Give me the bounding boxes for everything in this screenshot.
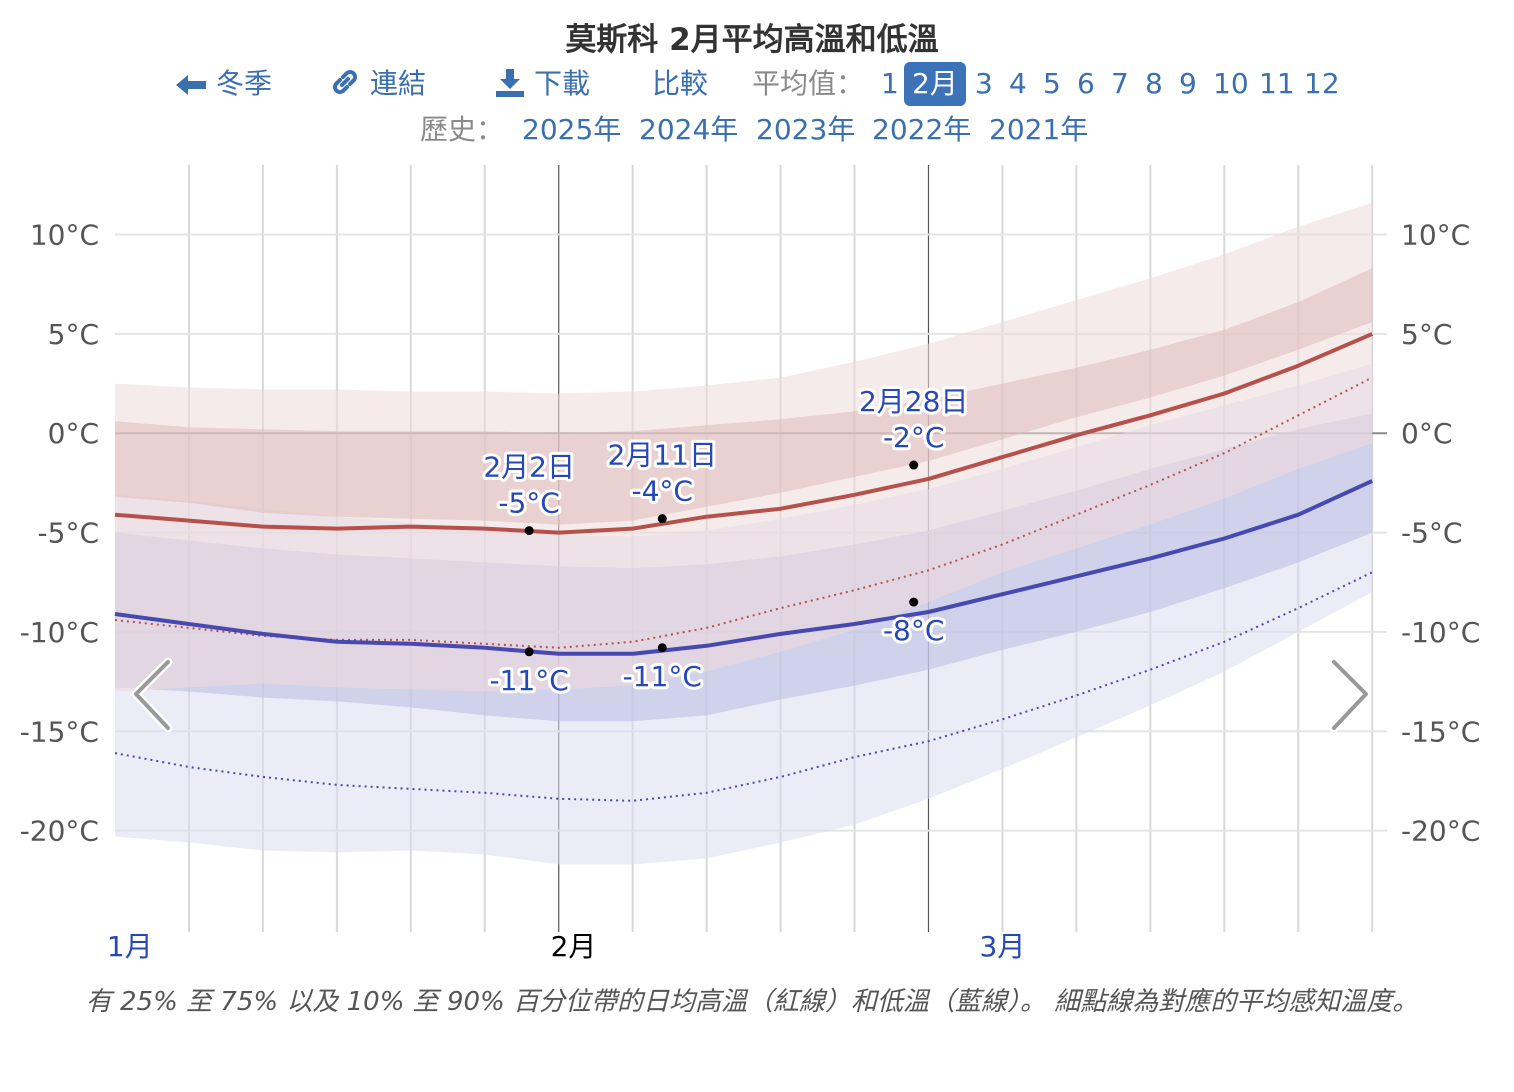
- annotation-value: -8°C: [883, 614, 944, 647]
- history-bar: 歷史： 2025年 2024年 2023年 2022年 2021年: [0, 108, 1514, 152]
- y-tick-label-right: 5°C: [1401, 318, 1452, 351]
- annotation-value: -4°C: [632, 475, 693, 508]
- y-tick-label-right: 0°C: [1401, 417, 1452, 450]
- history-label: 歷史：: [420, 113, 505, 146]
- series-lines: [114, 332, 1374, 802]
- annotation-value: -5°C: [498, 487, 559, 520]
- annotation-value: -11°C: [623, 660, 702, 693]
- season-link[interactable]: 冬季: [176, 62, 272, 106]
- permalink-button[interactable]: 連結: [330, 62, 426, 106]
- annotation-point: [909, 597, 919, 607]
- month-7-link[interactable]: 7: [1111, 67, 1129, 100]
- y-tick-label-left: 10°C: [30, 219, 99, 252]
- y-tick-label-left: 0°C: [48, 417, 99, 450]
- avg-high-line: [114, 332, 1373, 535]
- chart-caption: 有 25% 至 75% 以及 10% 至 90% 百分位帶的日均高溫（紅線）和低…: [85, 987, 1419, 1017]
- y-tick-label-right: 10°C: [1401, 219, 1470, 252]
- arrow-left-icon: [176, 75, 206, 95]
- next-arrow-icon[interactable]: [1329, 657, 1371, 733]
- avg-low-line: [114, 479, 1374, 656]
- download-label: 下載: [534, 67, 591, 100]
- x-month-label: 2月: [551, 930, 597, 963]
- month-1-link[interactable]: 1: [881, 67, 899, 100]
- link-label: 連結: [370, 67, 427, 100]
- prev-arrow-icon-stroke: [134, 660, 170, 730]
- annotation-point: [524, 647, 534, 657]
- history-year-2024[interactable]: 2024年: [639, 113, 739, 146]
- month-2-selected[interactable]: 2月: [904, 62, 966, 106]
- month-8-link[interactable]: 8: [1145, 67, 1163, 100]
- compare-button[interactable]: 比較: [652, 67, 709, 100]
- tick-labels: -20°C -20°C -15°C -15°C -10°C -10°C -5°C -5°C 0°…: [20, 219, 1481, 963]
- y-tick-label-right: -15°C: [1401, 715, 1480, 748]
- annotation-point: [524, 526, 534, 536]
- annotation-point: [657, 514, 667, 524]
- y-tick-label-right: -5°C: [1401, 517, 1462, 550]
- season-label: 冬季: [216, 67, 273, 100]
- history-year-2025[interactable]: 2025年: [522, 113, 622, 146]
- y-tick-label-left: -15°C: [20, 715, 99, 748]
- download-button[interactable]: 下載: [496, 62, 590, 106]
- y-tick-label-left: -10°C: [20, 616, 99, 649]
- y-tick-label-left: -20°C: [20, 815, 99, 848]
- y-tick-label-right: -10°C: [1401, 616, 1480, 649]
- month-9-link[interactable]: 9: [1179, 67, 1197, 100]
- chart-nav: [131, 657, 1371, 733]
- annotation-date: 2月28日: [859, 385, 968, 418]
- x-month-label: 3月: [980, 930, 1026, 963]
- month-3-link[interactable]: 3: [975, 67, 993, 100]
- month-6-link[interactable]: 6: [1077, 67, 1095, 100]
- link-icon: [333, 70, 357, 94]
- history-year-2021[interactable]: 2021年: [989, 113, 1089, 146]
- history-year-2022[interactable]: 2022年: [872, 113, 972, 146]
- y-tick-label-right: -20°C: [1401, 815, 1480, 848]
- annotation-date: 2月11日: [608, 439, 717, 472]
- month-5-link[interactable]: 5: [1043, 67, 1061, 100]
- page-title: 莫斯科 2月平均高溫和低溫: [565, 22, 939, 58]
- y-tick-label-left: -5°C: [38, 517, 99, 550]
- percentile-bands: [115, 202, 1373, 865]
- average-label: 平均值：: [752, 67, 865, 100]
- x-month-label: 1月: [107, 930, 153, 963]
- month-12-link[interactable]: 12: [1304, 67, 1340, 100]
- history-year-2023[interactable]: 2023年: [756, 113, 856, 146]
- annotation-value: -2°C: [883, 421, 944, 454]
- download-icon: [496, 69, 524, 97]
- annotation-value: -11°C: [489, 664, 568, 697]
- high-band-25-75: [115, 268, 1373, 525]
- nav-bar: 冬季 連結 下載 比較 平均值： 1 2月 3 4 5 6 7 8 9 10 1…: [0, 62, 1514, 106]
- annotation-date: 2月2日: [483, 451, 575, 484]
- next-arrow-icon-stroke: [1332, 660, 1368, 730]
- month-4-link[interactable]: 4: [1009, 67, 1027, 100]
- annotation-point: [657, 643, 667, 653]
- annotation-point: [909, 460, 919, 470]
- month-10-link[interactable]: 10: [1213, 67, 1249, 100]
- y-tick-label-left: 5°C: [48, 318, 99, 351]
- low-feels-like-line: [114, 571, 1373, 802]
- month-11-link[interactable]: 11: [1259, 67, 1295, 100]
